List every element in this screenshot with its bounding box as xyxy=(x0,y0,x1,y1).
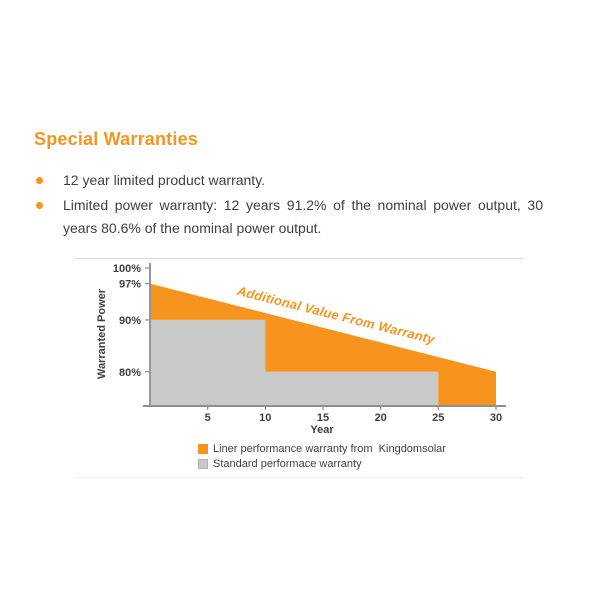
legend-item: Standard performace warranty xyxy=(198,458,446,470)
x-tick-label: 25 xyxy=(432,412,444,424)
x-tick-label: 15 xyxy=(317,412,329,424)
bullet-icon xyxy=(36,177,43,184)
y-tick-label: 97% xyxy=(119,279,141,291)
x-tick-label: 10 xyxy=(259,412,271,424)
y-tick-label: 90% xyxy=(119,315,141,327)
legend-swatch-icon xyxy=(198,459,208,469)
bullet-item-power-warranty: Limited power warranty: 12 years 91.2% o… xyxy=(63,197,543,236)
y-axis-title: Warranted Power xyxy=(96,288,108,380)
legend-label: Standard performace warranty xyxy=(213,458,362,470)
figure-top-border xyxy=(75,258,523,259)
figure-bottom-border xyxy=(75,477,523,478)
legend-label: Liner performance warranty from Kingdoms… xyxy=(213,443,446,455)
legend-swatch-icon xyxy=(198,444,208,454)
bullet-item-product-warranty: 12 year limited product warranty. xyxy=(63,172,266,188)
legend-item: Liner performance warranty from Kingdoms… xyxy=(198,443,446,455)
x-axis-title: Year xyxy=(310,424,334,436)
bullet-icon xyxy=(36,202,43,209)
chart-legend: Liner performance warranty from Kingdoms… xyxy=(198,443,446,470)
x-tick-label: 20 xyxy=(375,412,387,424)
section-heading: Special Warranties xyxy=(34,129,199,149)
series-area-1 xyxy=(150,319,439,406)
y-tick-label: 80% xyxy=(119,367,141,379)
series-area-0 xyxy=(150,283,496,406)
y-tick-label: 100% xyxy=(113,263,141,275)
x-tick-label: 5 xyxy=(205,412,211,424)
x-tick-label: 30 xyxy=(490,412,502,424)
